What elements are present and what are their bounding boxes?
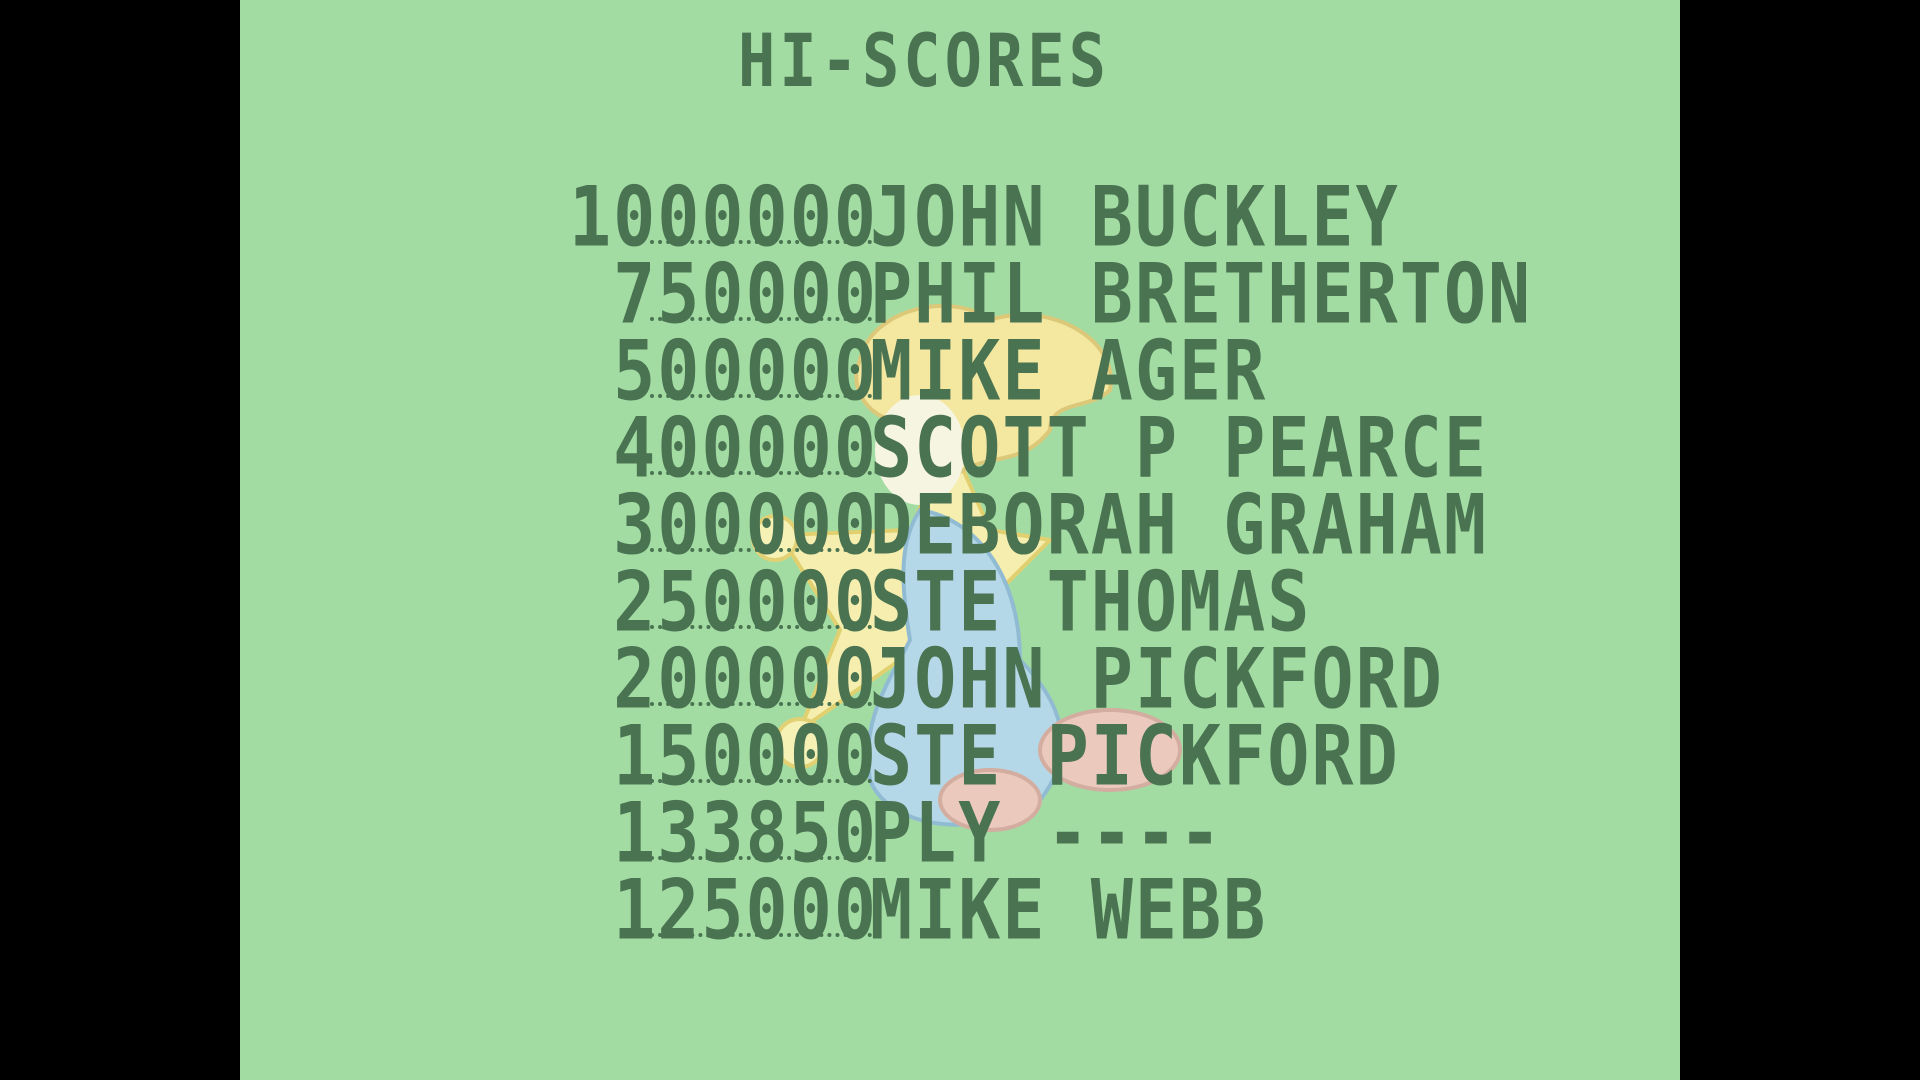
dot-leader: [650, 933, 872, 937]
dot-leader: [650, 471, 872, 475]
score-row: 1000000 JOHN BUCKLEY: [240, 176, 1680, 259]
player-name: MIKE WEBB: [870, 861, 1268, 959]
score-row: 250000 STE THOMAS: [240, 561, 1680, 644]
dot-leader: [650, 317, 872, 321]
score-value: 250000: [613, 553, 878, 651]
player-name: MIKE AGER: [870, 322, 1268, 420]
score-row: 750000 PHIL BRETHERTON: [240, 253, 1680, 336]
player-name: JOHN BUCKLEY: [870, 168, 1400, 266]
player-name: PLY ----: [870, 784, 1224, 882]
score-value: 125000: [613, 861, 878, 959]
player-name: STE PICKFORD: [870, 707, 1400, 805]
dot-leader: [650, 394, 872, 398]
dot-leader: [650, 240, 872, 244]
player-name: STE THOMAS: [870, 553, 1312, 651]
shoe-shape: [938, 768, 1042, 832]
score-value: 400000: [613, 399, 878, 497]
score-row: 400000 SCOTT P PEARCE: [240, 407, 1680, 490]
player-name: JOHN PICKFORD: [870, 630, 1444, 728]
score-row: 150000 STE PICKFORD: [240, 715, 1680, 798]
hi-scores-screen: HI-SCORES 1000000 JOHN BUCKLEY 750000 PHIL …: [240, 0, 1680, 1080]
face-shape: [875, 395, 965, 505]
player-name: DEBORAH GRAHAM: [870, 476, 1489, 574]
score-row: 500000 MIKE AGER: [240, 330, 1680, 413]
score-row: 200000 JOHN PICKFORD: [240, 638, 1680, 721]
player-name: SCOTT P PEARCE: [870, 399, 1489, 497]
dot-leader: [650, 779, 872, 783]
star-ball-icon: [774, 717, 826, 769]
player-name: PHIL BRETHERTON: [870, 245, 1533, 343]
score-value: 150000: [613, 707, 878, 805]
score-value: 300000: [613, 476, 878, 574]
score-row: 300000 DEBORAH GRAHAM: [240, 484, 1680, 567]
page-title: HI-SCORES: [738, 17, 1110, 104]
score-row: 125000 MIKE WEBB: [240, 869, 1680, 952]
jester-mascot-sprite: [751, 304, 1182, 832]
score-value: 750000: [613, 245, 878, 343]
shoe-shape: [1038, 708, 1182, 792]
score-value: 133850: [613, 784, 878, 882]
score-value: 500000: [613, 322, 878, 420]
score-value: 200000: [613, 630, 878, 728]
score-value: 1000000: [568, 168, 878, 266]
score-row: 133850 PLY ----: [240, 792, 1680, 875]
dot-leader: [650, 856, 872, 860]
dot-leader: [650, 548, 872, 552]
dot-leader: [650, 625, 872, 629]
dot-leader: [650, 702, 872, 706]
